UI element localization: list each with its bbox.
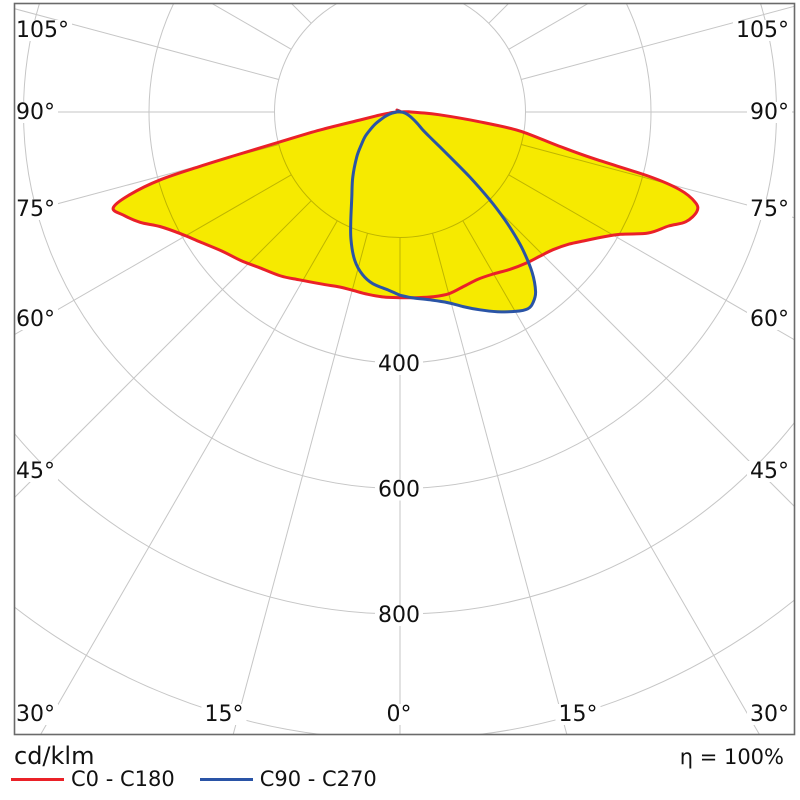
ring-label-800-halo: [375, 605, 423, 626]
grid-radial-30-left: [40, 220, 338, 735]
angle-label-bottom-2-0-halo: [383, 704, 415, 725]
angle-label-left-105: 105°: [16, 18, 69, 43]
angle-label-left-45-halo: [13, 461, 58, 482]
grid-radial-30-right: [462, 220, 761, 735]
grid-radial-45-left: [14, 200, 312, 499]
grid-radial-60-left: [14, 174, 292, 336]
angle-label-right-45: 45°: [750, 459, 789, 484]
curves-layer: [111, 108, 700, 314]
ring-label-600: 600: [378, 478, 420, 503]
angle-label-right-90-halo: [747, 102, 792, 123]
plot-frame: [13, 2, 796, 736]
unit-label: cd/klm: [14, 742, 95, 770]
angle-label-bottom-3-15: 15°: [559, 702, 598, 727]
angle-label-bottom-1-15: 15°: [205, 702, 244, 727]
grid-radial-105-right: [521, 5, 795, 80]
angle-label-bottom-0-30-halo: [13, 704, 58, 725]
angle-label-right-60-halo: [747, 309, 792, 330]
angle-label-right-90: 90°: [750, 100, 789, 125]
angle-label-bottom-1-15-halo: [201, 704, 247, 725]
grid-radial-15-left: [232, 233, 368, 735]
angle-label-left-90: 90°: [16, 100, 55, 125]
grid-radial-75-right: [521, 144, 795, 219]
c90-c270-fill-region: [350, 111, 536, 312]
legend-label-c0-c180: C0 - C180: [71, 767, 175, 791]
c0-c180-line-swatch: [11, 777, 64, 781]
angle-label-left-75-halo: [13, 199, 58, 220]
grid-radial-75-left: [14, 144, 279, 216]
ring-label-800: 800: [378, 603, 420, 628]
legend-label-c90-c270: C90 - C270: [259, 767, 377, 791]
angle-label-right-60: 60°: [750, 307, 789, 332]
grid-radial-45-right: [488, 200, 795, 508]
grid-radial-60-right: [508, 174, 795, 341]
angle-label-bottom-4-30: 30°: [750, 702, 789, 727]
angle-label-bottom-0-30: 30°: [16, 702, 55, 727]
curve-c90-c270: [349, 109, 538, 314]
angle-label-right-75: 75°: [750, 197, 789, 222]
grid-radial-105-left: [14, 8, 279, 80]
grid-radial-15-right: [432, 233, 568, 735]
angle-label-bottom-3-15-halo: [555, 704, 601, 725]
angle-label-right-105-halo: [733, 20, 792, 41]
angle-label-left-45: 45°: [16, 459, 55, 484]
angle-label-left-75: 75°: [16, 197, 55, 222]
fill-layer: [113, 110, 698, 312]
angle-label-bottom-2-0: 0°: [387, 702, 412, 727]
ring-label-400-halo: [375, 354, 423, 375]
efficiency-label: η = 100%: [679, 745, 784, 769]
legend: C0 - C180 C90 - C270: [11, 768, 402, 790]
labels-layer: 400 600 800 105° 105° 90° 90° 75° 75° 60° 60° 45° 45…: [13, 18, 792, 727]
ring-label-600-halo: [375, 479, 423, 501]
angle-label-left-105-halo: [13, 20, 72, 41]
angle-label-right-45-halo: [747, 461, 792, 482]
c90-c270-line-swatch: [199, 777, 253, 781]
polar-chart: 400 600 800 105° 105° 90° 90° 75° 75° 60° 60° 45° 45…: [13, 2, 796, 736]
angle-label-right-75-halo: [747, 199, 792, 220]
angle-label-left-60-halo: [13, 309, 58, 330]
angle-label-left-60: 60°: [16, 307, 55, 332]
angle-label-bottom-4-30-halo: [747, 704, 792, 725]
angle-label-left-90-halo: [13, 102, 58, 123]
angle-label-right-105: 105°: [736, 18, 789, 43]
ring-label-400: 400: [378, 352, 420, 377]
